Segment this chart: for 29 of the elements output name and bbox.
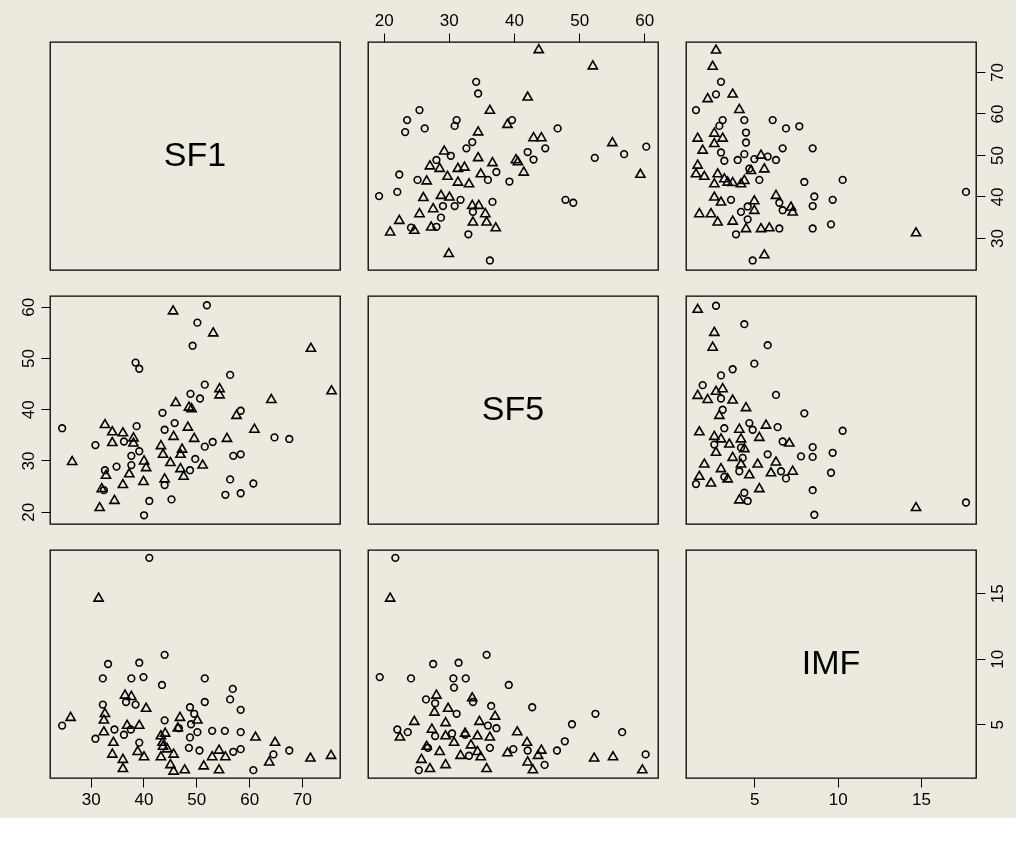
- x-tick-label: 30: [81, 789, 101, 809]
- y-tick-label: 60: [18, 297, 38, 317]
- x-tick-label: 50: [570, 10, 590, 30]
- x-tick-label: 60: [240, 789, 260, 809]
- x-tick-label: 15: [912, 789, 931, 809]
- annotation: IMF: [801, 643, 861, 681]
- y-tick-label: 15: [987, 584, 1007, 604]
- x-tick-label: 20: [374, 10, 394, 30]
- text: SF5: [481, 389, 545, 427]
- y-tick-label: 30: [18, 451, 38, 471]
- x-tick-label: 40: [505, 10, 524, 30]
- x-tick-label: 40: [134, 789, 154, 809]
- x-tick-label: 60: [635, 10, 655, 30]
- y-tick-label: 70: [987, 62, 1007, 82]
- y-tick-label: 40: [987, 187, 1007, 207]
- x-tick-label: 10: [828, 789, 848, 809]
- x-tick-label: 30: [439, 10, 459, 30]
- y-tick-label: 50: [987, 146, 1007, 165]
- y-tick-label: 30: [987, 229, 1007, 248]
- y-tick-label: 50: [18, 349, 38, 368]
- x-tick-label: 5: [750, 789, 760, 809]
- y-tick-label: 10: [987, 649, 1007, 669]
- x-tick-label: 50: [187, 789, 207, 809]
- y-tick-label: 20: [18, 502, 38, 522]
- x-tick-label: 70: [293, 789, 312, 809]
- y-tick-label: 60: [987, 104, 1007, 124]
- y-tick-label: 5: [987, 720, 1007, 730]
- y-tick-label: 40: [18, 400, 38, 420]
- text: SF1: [163, 135, 227, 173]
